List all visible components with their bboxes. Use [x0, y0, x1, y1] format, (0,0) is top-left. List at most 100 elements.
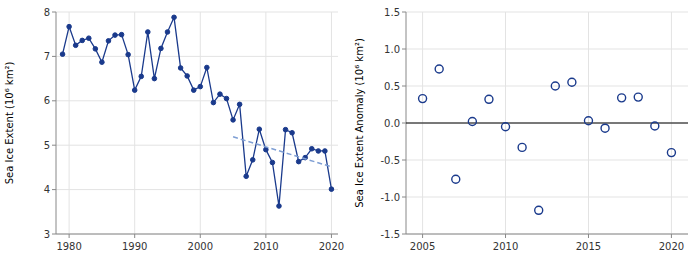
point [231, 118, 236, 123]
grid-line [406, 197, 688, 198]
grid-line [406, 86, 688, 87]
point [191, 88, 196, 93]
point [93, 47, 98, 52]
grid-line [406, 12, 688, 13]
y-tick-label: 5 [44, 140, 50, 151]
x-tick-label: 2020 [319, 241, 344, 252]
x-tick [422, 234, 423, 238]
y-tick [52, 145, 56, 146]
point [146, 30, 151, 35]
y-tick-label: 3 [44, 229, 50, 240]
point [205, 65, 210, 70]
x-tick [69, 234, 70, 238]
grid-line [56, 189, 338, 190]
x-tick-label: 2000 [188, 241, 213, 252]
y-tick [402, 12, 406, 13]
grid-line [331, 12, 332, 234]
point [198, 84, 203, 89]
grid-line [406, 49, 688, 50]
panel: 34567819801990200020102020Sea Ice Extent… [4, 7, 344, 253]
y-tick-label: -1.0 [380, 192, 400, 203]
point [435, 65, 443, 73]
y-tick [402, 123, 406, 124]
point [257, 127, 262, 132]
y-tick [402, 197, 406, 198]
point [535, 206, 543, 214]
x-tick-label: 2010 [493, 241, 518, 252]
point [485, 95, 493, 103]
y-tick-label: 6 [44, 95, 50, 106]
point [584, 117, 592, 125]
point [224, 96, 229, 101]
point [329, 187, 334, 192]
x-tick [200, 234, 201, 238]
reference-line [406, 123, 688, 124]
point [211, 100, 216, 105]
x-tick-label: 2010 [253, 241, 278, 252]
y-tick [402, 234, 406, 235]
chart-root: 34567819801990200020102020Sea Ice Extent… [0, 0, 700, 262]
y-tick [402, 86, 406, 87]
point [518, 143, 526, 151]
x-axis-line [406, 234, 688, 235]
panel: -1.5-1.0-0.50.00.51.01.52005201020152020… [354, 7, 688, 253]
grid-line [56, 145, 338, 146]
x-axis-line [56, 234, 338, 235]
y-tick [52, 12, 56, 13]
point [185, 74, 190, 79]
point [551, 82, 559, 90]
point [237, 102, 242, 107]
point [419, 95, 427, 103]
point [283, 127, 288, 132]
point [165, 30, 170, 35]
y-tick-label: 1.0 [384, 44, 400, 55]
point [218, 92, 223, 97]
grid-line [406, 234, 688, 235]
point [452, 175, 460, 183]
point [634, 93, 642, 101]
point [106, 39, 111, 44]
point [178, 66, 183, 71]
grid-line [56, 12, 338, 13]
point [316, 149, 321, 154]
x-tick [331, 234, 332, 238]
point [86, 36, 91, 41]
y-tick [402, 160, 406, 161]
grid-line [406, 160, 688, 161]
point [244, 174, 249, 179]
y-tick-label: 0.0 [384, 118, 400, 129]
grid-line [265, 12, 266, 234]
y-tick-label: 1.5 [384, 7, 400, 18]
grid-line [406, 123, 688, 124]
point [132, 88, 137, 93]
point [100, 60, 105, 65]
y-tick-label: 7 [44, 51, 50, 62]
x-tick [588, 234, 589, 238]
y-tick-label: 0.5 [384, 81, 400, 92]
point [172, 15, 177, 20]
grid [406, 12, 688, 234]
point [126, 52, 131, 57]
x-tick-label: 1980 [56, 241, 81, 252]
point [113, 33, 118, 38]
grid-line [134, 12, 135, 234]
point [309, 146, 314, 151]
y-tick [52, 234, 56, 235]
x-tick [505, 234, 506, 238]
x-tick [134, 234, 135, 238]
point [601, 124, 609, 132]
y-tick-label: -0.5 [380, 155, 400, 166]
point [119, 32, 124, 37]
trend-line [233, 137, 331, 167]
y-tick-label: 4 [44, 184, 50, 195]
point [568, 78, 576, 86]
x-tick-label: 2005 [410, 241, 435, 252]
y-tick [52, 189, 56, 190]
grid-line [69, 12, 70, 234]
point [277, 204, 282, 209]
point [296, 159, 301, 164]
y-axis-label: Sea Ice Extent Anomaly (10⁶ km²) [354, 38, 365, 208]
point [73, 43, 78, 48]
grid [56, 12, 338, 234]
y-tick-label: -1.5 [380, 229, 400, 240]
